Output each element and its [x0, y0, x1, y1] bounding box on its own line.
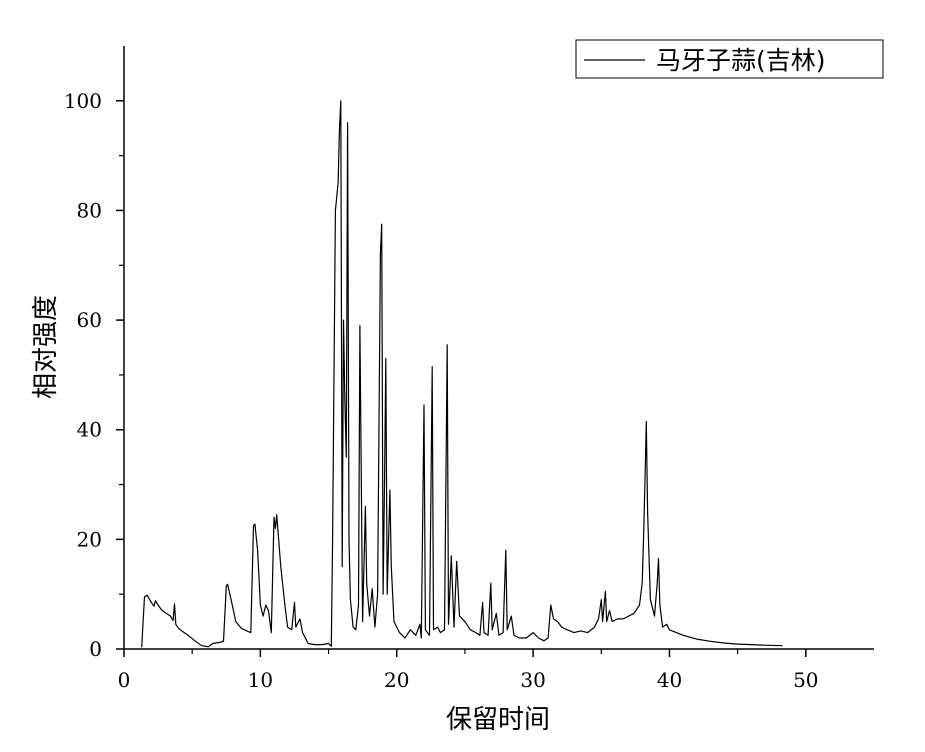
- x-tick-label: 0: [118, 668, 131, 692]
- legend-label: 马牙子蒜(吉林): [656, 46, 826, 75]
- axes: [123, 46, 874, 650]
- x-axis-title: 保留时间: [446, 705, 550, 735]
- y-ticks: 0 20 40 60 80 100: [64, 89, 124, 661]
- legend-box: [575, 39, 884, 79]
- y-tick-label: 40: [77, 418, 102, 442]
- y-axis-title: 相对强度: [31, 295, 61, 399]
- legend: 马牙子蒜(吉林): [575, 39, 884, 79]
- x-tick-label: 30: [520, 668, 545, 692]
- y-tick-label: 100: [64, 89, 102, 113]
- x-tick-label: 10: [248, 668, 273, 692]
- x-tick-label: 40: [657, 668, 682, 692]
- y-tick-label: 60: [77, 308, 102, 332]
- y-tick-label: 0: [89, 637, 102, 661]
- x-ticks: 0 10 20 30 40 50: [118, 649, 819, 692]
- y-tick-label: 80: [77, 198, 102, 222]
- x-tick-label: 50: [793, 668, 818, 692]
- series-line: [141, 100, 783, 648]
- x-tick-label: 20: [384, 668, 409, 692]
- y-tick-label: 20: [77, 527, 102, 551]
